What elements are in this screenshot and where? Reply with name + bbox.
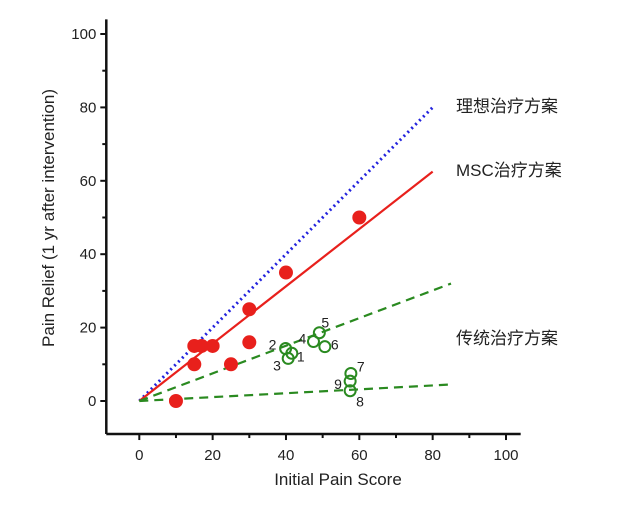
x-tick-label: 20: [204, 447, 221, 464]
annotation-conventional: 传统治疗方案: [456, 329, 558, 348]
x-tick-label: 0: [135, 447, 143, 464]
msc-data-point: [194, 338, 209, 353]
x-tick-label: 80: [424, 447, 441, 464]
point-label: 1: [297, 348, 305, 364]
x-tick-label: 60: [351, 447, 368, 464]
point-label: 8: [356, 394, 364, 410]
y-tick-label: 20: [80, 320, 97, 337]
trend-line-3: [139, 383, 452, 403]
y-tick-label: 60: [80, 173, 97, 190]
msc-data-point: [278, 265, 293, 280]
msc-data-point: [223, 357, 238, 372]
msc-data-point: [168, 394, 183, 408]
point-label: 7: [357, 358, 365, 374]
annotation-msc: MSC治疗方案: [456, 161, 562, 180]
conventional-data-point: [344, 366, 358, 380]
trend-line-0: [138, 106, 434, 403]
msc-data-point: [352, 210, 367, 225]
point-label: 3: [273, 357, 281, 373]
x-axis-label: Initial Pain Score: [274, 470, 402, 489]
y-axis-label: Pain Relief (1 yr after intervention): [39, 89, 58, 347]
point-label: 4: [298, 331, 306, 347]
conventional-data-point: [281, 351, 295, 365]
annotation-ideal: 理想治疗方案: [456, 97, 558, 116]
x-tick-label: 40: [278, 447, 295, 464]
y-tick-label: 100: [71, 26, 96, 43]
conventional-data-point: [318, 340, 332, 354]
msc-data-point: [242, 302, 257, 317]
conventional-data-point: [343, 374, 357, 388]
x-tick-label: 100: [493, 447, 518, 464]
conventional-data-point: [343, 384, 357, 398]
msc-data-point: [205, 338, 220, 353]
trend-line-2: [138, 282, 452, 403]
conventional-data-point: [312, 326, 326, 340]
y-tick-label: 0: [88, 393, 96, 410]
y-tick-label: 40: [80, 246, 97, 263]
y-tick-label: 80: [80, 99, 97, 116]
point-label: 5: [321, 315, 329, 331]
point-label: 2: [269, 337, 277, 353]
conventional-data-point: [306, 335, 320, 349]
trend-line-1: [138, 170, 434, 402]
point-label: 6: [331, 337, 339, 353]
msc-data-point: [187, 357, 202, 372]
point-label: 9: [334, 376, 342, 392]
msc-data-point: [242, 335, 257, 350]
